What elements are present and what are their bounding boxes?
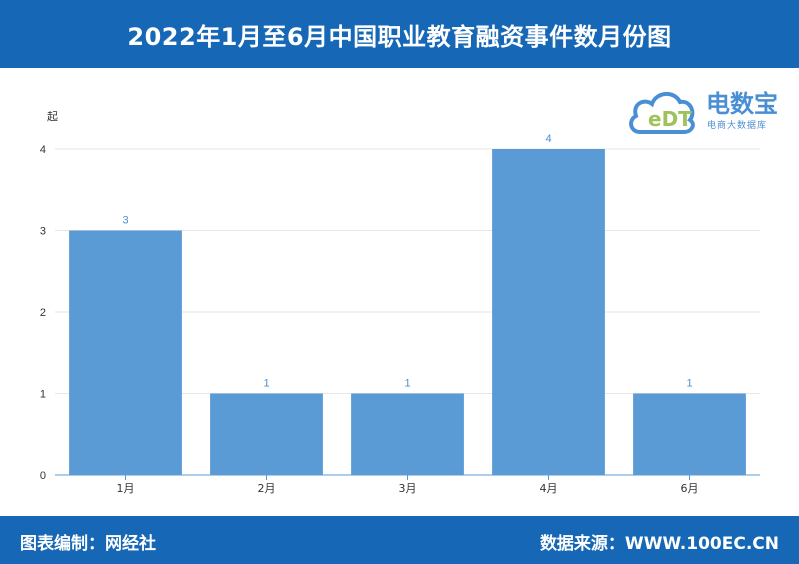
bar-chart: 0 1 2 3 4 起 3 1月 1 2月 1 3月 4 4月 1 6月 <box>40 110 760 495</box>
bar <box>351 393 464 475</box>
x-tick-label: 3月 <box>399 482 417 495</box>
x-tick-label: 1月 <box>117 482 135 495</box>
chart-title: 2022年1月至6月中国职业教育融资事件数月份图 <box>127 22 672 51</box>
logo-name: 电数宝 <box>706 90 778 118</box>
bar <box>210 393 323 475</box>
y-tick-label: 0 <box>40 470 46 482</box>
bar <box>633 393 746 475</box>
data-label: 1 <box>404 378 410 390</box>
logo-tagline: 电商大数据库 <box>707 121 768 131</box>
y-axis-label: 起 <box>47 110 58 123</box>
y-tick-label: 1 <box>40 389 46 401</box>
logo-mark: eDT <box>648 107 692 131</box>
data-label: 4 <box>545 133 551 145</box>
cloud-logo-icon: eDT <box>629 92 695 134</box>
footer-source: 数据来源：WWW.100EC.CN <box>539 534 779 554</box>
x-tick-label: 2月 <box>258 482 276 495</box>
bar <box>492 149 605 475</box>
footer-band: 图表编制：网经社 数据来源：WWW.100EC.CN <box>0 516 799 564</box>
data-label: 1 <box>263 378 269 390</box>
y-tick-label: 2 <box>40 307 46 319</box>
header-band: 2022年1月至6月中国职业教育融资事件数月份图 <box>0 0 799 68</box>
data-label: 1 <box>686 378 692 390</box>
x-tick-label: 6月 <box>681 482 699 495</box>
y-tick-label: 4 <box>40 144 46 156</box>
footer-credit: 图表编制：网经社 <box>20 534 156 554</box>
bar <box>69 230 182 475</box>
data-label: 3 <box>122 215 128 227</box>
y-tick-label: 3 <box>40 226 46 238</box>
x-tick-label: 4月 <box>540 482 558 495</box>
